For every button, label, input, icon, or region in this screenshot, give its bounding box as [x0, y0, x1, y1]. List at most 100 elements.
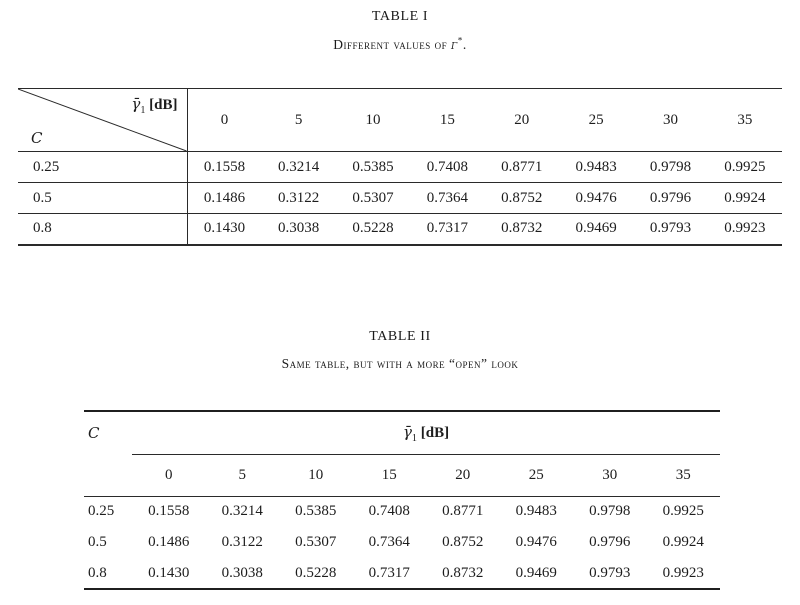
col-header: 30 — [573, 454, 647, 497]
row-label: 0.5 — [88, 534, 107, 550]
col-header: 0 — [132, 454, 206, 497]
col-header: 0 — [187, 88, 262, 152]
value-cell: 0.7364 — [368, 534, 410, 550]
value-cell: 0.3038 — [277, 220, 320, 237]
table1-caption-period: . — [462, 37, 467, 52]
value-cell: 0.9469 — [515, 564, 557, 581]
table2-caption: Same table, but with a more “open” look — [281, 356, 519, 371]
value-cell: 0.5307 — [335, 182, 411, 214]
diagonal-header-cell: γ̄1 [dB] C — [18, 88, 188, 152]
value-cell: 0.9925 — [707, 151, 782, 183]
value-cell: 0.9796 — [589, 534, 631, 550]
value-cell: 0.8732 — [501, 220, 543, 237]
corner-bottom-label: C — [31, 129, 43, 147]
empty-stub-cell — [84, 454, 132, 497]
value-cell: 0.9798 — [589, 503, 631, 520]
col-header: 35 — [646, 454, 721, 497]
table2-title: TABLE II — [369, 329, 431, 344]
col-header: 15 — [352, 454, 426, 497]
value-cell: 0.9793 — [589, 564, 631, 581]
value-cell: 0.9796 — [633, 182, 708, 214]
row-label: 0.8 — [18, 213, 188, 245]
table2-header-row-1: C γ̄1 [dB] — [84, 411, 721, 455]
col-header: 25 — [499, 454, 573, 497]
db-unit-label: [dB] — [149, 97, 178, 113]
table-row: 0.5 0.1486 0.3122 0.5307 0.7364 0.8752 0… — [84, 527, 720, 558]
value-cell: 0.9798 — [633, 151, 708, 183]
table2-header-row-2: 0 5 10 15 20 25 30 35 — [84, 454, 721, 497]
value-cell: 0.3214 — [221, 503, 263, 520]
table-row: 0.8 0.1430 0.3038 0.5228 0.7317 0.8732 0… — [18, 213, 782, 245]
value-cell: 0.1558 — [187, 151, 262, 183]
table-2: C γ̄1 [dB] 0 5 10 15 20 25 30 35 0.25 0.… — [84, 410, 721, 590]
value-cell: 0.1430 — [203, 220, 246, 237]
gamma-subscript: 1 — [411, 433, 417, 445]
value-cell: 0.3122 — [261, 182, 336, 214]
col-header: 20 — [426, 454, 500, 497]
value-cell: 0.8771 — [442, 503, 484, 520]
col-header: 35 — [707, 88, 782, 152]
value-cell: 0.7317 — [426, 220, 468, 237]
row-label: 0.8 — [88, 564, 107, 581]
value-cell: 0.7408 — [410, 151, 485, 183]
value-cell: 0.3122 — [221, 534, 263, 550]
table1-caption: Different values of γ*. — [0, 35, 800, 54]
value-cell: 0.7364 — [410, 182, 485, 214]
value-cell: 0.9923 — [662, 564, 704, 581]
value-cell: 0.9923 — [724, 220, 766, 237]
col-header: 30 — [633, 88, 708, 152]
value-cell: 0.9483 — [515, 503, 557, 520]
table-row: 0.25 0.1558 0.3214 0.5385 0.7408 0.8771 … — [84, 496, 720, 527]
row-label: 0.25 — [88, 503, 115, 520]
value-cell: 0.1486 — [148, 534, 190, 550]
corner-top-label: γ̄1 [dB] — [131, 95, 178, 116]
value-cell: 0.9793 — [649, 220, 692, 237]
gamma-bar-symbol: γ̄ — [402, 423, 412, 442]
value-cell: 0.5228 — [295, 564, 337, 581]
value-cell: 0.9925 — [662, 503, 704, 520]
value-cell: 0.8771 — [484, 151, 559, 183]
value-cell: 0.9924 — [662, 534, 704, 550]
value-cell: 0.5385 — [335, 151, 411, 183]
table-row: 0.8 0.1430 0.3038 0.5228 0.7317 0.8732 0… — [84, 558, 720, 589]
spanning-header: γ̄1 [dB] — [132, 411, 721, 455]
row-label: 0.5 — [18, 182, 188, 214]
value-cell: 0.3214 — [261, 151, 336, 183]
value-cell: 0.1558 — [148, 503, 190, 520]
col-header: 20 — [484, 88, 559, 152]
diagonal-line — [18, 89, 187, 151]
col-header: 5 — [261, 88, 336, 152]
value-cell: 0.9469 — [575, 220, 617, 237]
value-cell: 0.7408 — [368, 503, 410, 520]
star-superscript: * — [457, 35, 463, 46]
gamma-subscript: 1 — [140, 105, 146, 116]
col-header: 5 — [205, 454, 279, 497]
col-header: 15 — [410, 88, 485, 152]
row-label: 0.25 — [18, 151, 188, 183]
value-cell: 0.7317 — [368, 564, 410, 581]
col-header: 25 — [558, 88, 634, 152]
db-unit-label: [dB] — [420, 425, 450, 442]
table-row: 0.5 0.1486 0.3122 0.5307 0.7364 0.8752 0… — [18, 182, 782, 214]
value-cell: 0.5385 — [295, 503, 337, 520]
col-header: 10 — [279, 454, 353, 497]
gamma-bar-symbol: γ̄ — [131, 95, 141, 113]
table1-header-row: γ̄1 [dB] C 0 5 10 15 20 25 30 35 — [18, 88, 782, 152]
col-header: 10 — [335, 88, 411, 152]
value-cell: 0.9483 — [558, 151, 634, 183]
value-cell: 0.1486 — [187, 182, 262, 214]
gamma-symbol: γ — [451, 37, 458, 53]
value-cell: 0.9476 — [515, 534, 557, 550]
table1-caption-text: Different values of — [333, 37, 451, 52]
value-cell: 0.5228 — [352, 220, 394, 237]
value-cell: 0.5307 — [295, 534, 337, 550]
stub-header: C — [88, 424, 100, 442]
value-cell: 0.9476 — [558, 182, 634, 214]
value-cell: 0.9924 — [707, 182, 782, 214]
table-1: γ̄1 [dB] C 0 5 10 15 20 25 30 35 0.25 0.… — [18, 88, 782, 246]
value-cell: 0.8752 — [484, 182, 559, 214]
value-cell: 0.8752 — [442, 534, 484, 550]
table1-title: TABLE I — [371, 9, 429, 24]
value-cell: 0.3038 — [221, 564, 263, 581]
value-cell: 0.8732 — [442, 564, 484, 581]
